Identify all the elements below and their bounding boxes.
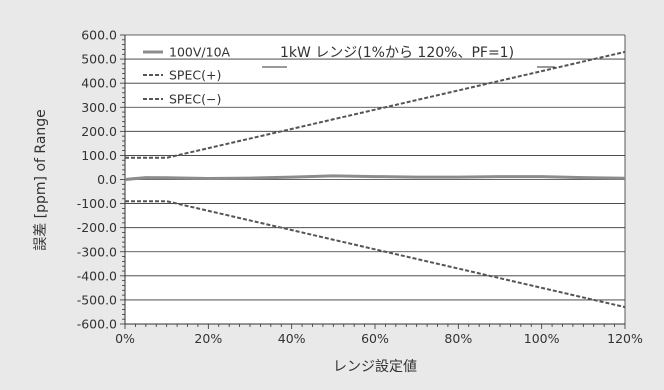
x-axis-title: レンジ設定値: [333, 359, 417, 375]
series-lines: [124, 50, 626, 309]
y-tick-label: 200.0: [81, 124, 117, 139]
series-line-0: [124, 174, 626, 181]
x-tick-label: 80%: [444, 331, 472, 346]
x-tick-label: 20%: [194, 331, 222, 346]
x-tick-label: 0%: [115, 331, 135, 346]
y-tick-label: 100.0: [81, 148, 117, 163]
chart-title-group: 1kW レンジ(1%から 120%、PF=1): [262, 45, 555, 68]
y-tick-labels: 600.0 500.0 400.0 300.0 200.0 100.0 0.0 -100.0 -…: [77, 28, 117, 332]
y-tick-label: -500.0: [77, 292, 117, 307]
x-tick-label: 100%: [524, 331, 560, 346]
y-tick-label: 600.0: [81, 28, 117, 43]
y-tick-label: -200.0: [77, 220, 117, 235]
series-line-2: [125, 200, 626, 309]
x-tick-label: 40%: [278, 331, 306, 346]
y-tick-label: 400.0: [81, 76, 117, 91]
x-tick-labels: 0% 20% 40% 60% 80% 100% 120%: [115, 331, 643, 346]
grid-lines: [125, 34, 625, 325]
legend: 100V/10A SPEC(+) SPEC(−): [143, 45, 231, 107]
legend-label-0: 100V/10A: [169, 45, 231, 60]
x-tick-label: 60%: [361, 331, 389, 346]
y-tick-label: -400.0: [77, 268, 117, 283]
legend-label-1: SPEC(+): [169, 68, 221, 83]
y-tick-label: -100.0: [77, 196, 117, 211]
y-tick-label: 500.0: [81, 52, 117, 67]
y-tick-label: -300.0: [77, 244, 117, 259]
y-axis-title: 誤差 [ppm] of Range: [33, 109, 49, 251]
y-tick-label: -600.0: [77, 317, 117, 332]
y-tick-label: 300.0: [81, 100, 117, 115]
x-tick-label: 120%: [607, 331, 643, 346]
series-line-1: [125, 50, 626, 159]
y-tick-label: 0.0: [97, 172, 117, 187]
chart-title: 1kW レンジ(1%から 120%、PF=1): [280, 45, 514, 61]
legend-label-2: SPEC(−): [169, 92, 221, 107]
